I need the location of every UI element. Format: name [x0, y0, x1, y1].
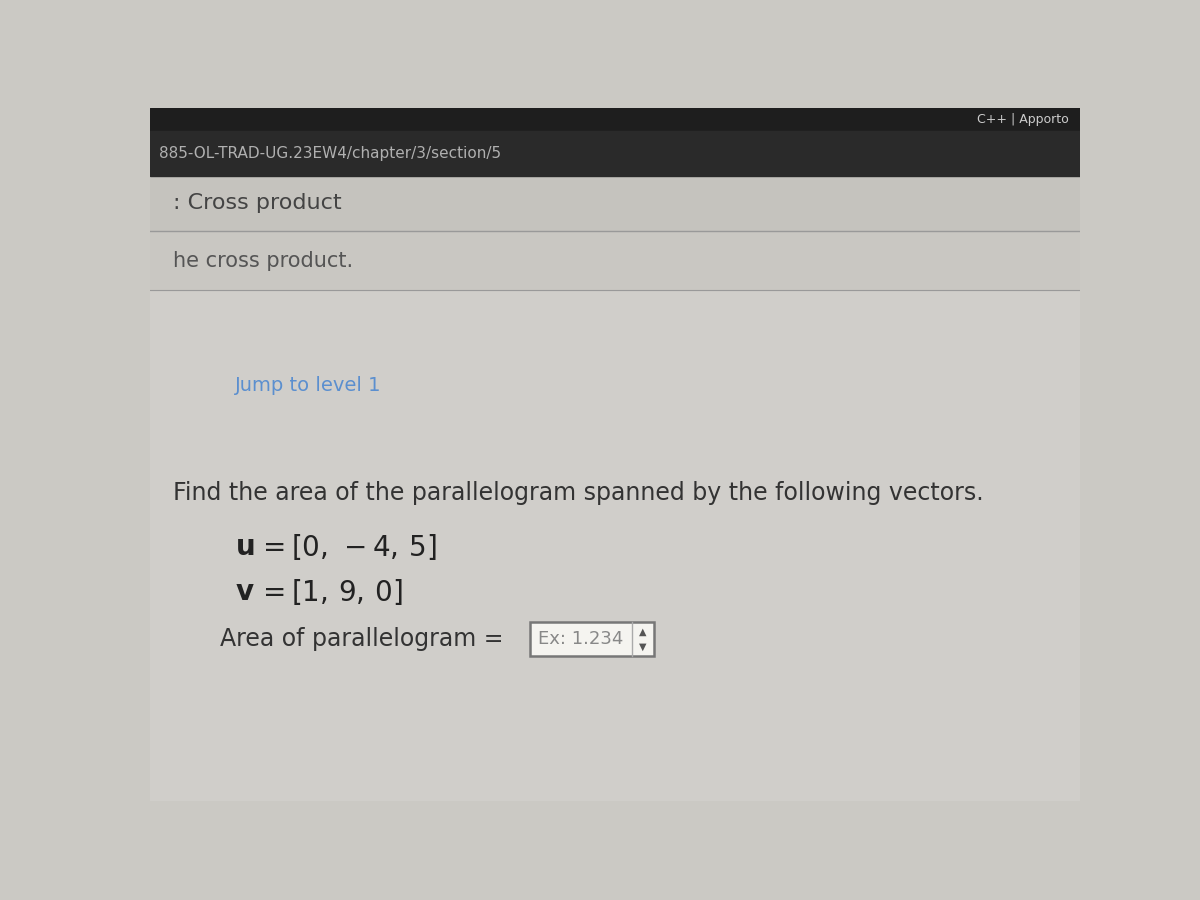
Bar — [150, 232, 1080, 290]
Text: $= \left[1,\,9,\,0\right]$: $= \left[1,\,9,\,0\right]$ — [257, 577, 403, 607]
Text: : Cross product: : Cross product — [173, 194, 342, 213]
Text: C++ | Apporto: C++ | Apporto — [977, 113, 1068, 126]
Text: 885-OL-TRAD-UG.23EW4/chapter/3/section/5: 885-OL-TRAD-UG.23EW4/chapter/3/section/5 — [160, 146, 502, 161]
Text: Find the area of the parallelogram spanned by the following vectors.: Find the area of the parallelogram spann… — [173, 481, 984, 505]
Text: ▲: ▲ — [640, 626, 647, 637]
Bar — [150, 176, 1080, 231]
Text: Ex: 1.234: Ex: 1.234 — [538, 630, 623, 648]
Text: Area of parallelogram =: Area of parallelogram = — [220, 627, 511, 652]
FancyBboxPatch shape — [529, 623, 654, 656]
Text: ▼: ▼ — [640, 642, 647, 652]
Bar — [150, 290, 1080, 801]
Bar — [150, 108, 1080, 131]
Text: $= \left[0,\,-4,\,5\right]$: $= \left[0,\,-4,\,5\right]$ — [257, 532, 437, 562]
Text: $\mathbf{u}$: $\mathbf{u}$ — [235, 533, 254, 561]
Bar — [150, 131, 1080, 176]
Text: he cross product.: he cross product. — [173, 251, 353, 271]
Text: Jump to level 1: Jump to level 1 — [235, 375, 382, 395]
Text: $\mathbf{v}$: $\mathbf{v}$ — [235, 578, 254, 606]
